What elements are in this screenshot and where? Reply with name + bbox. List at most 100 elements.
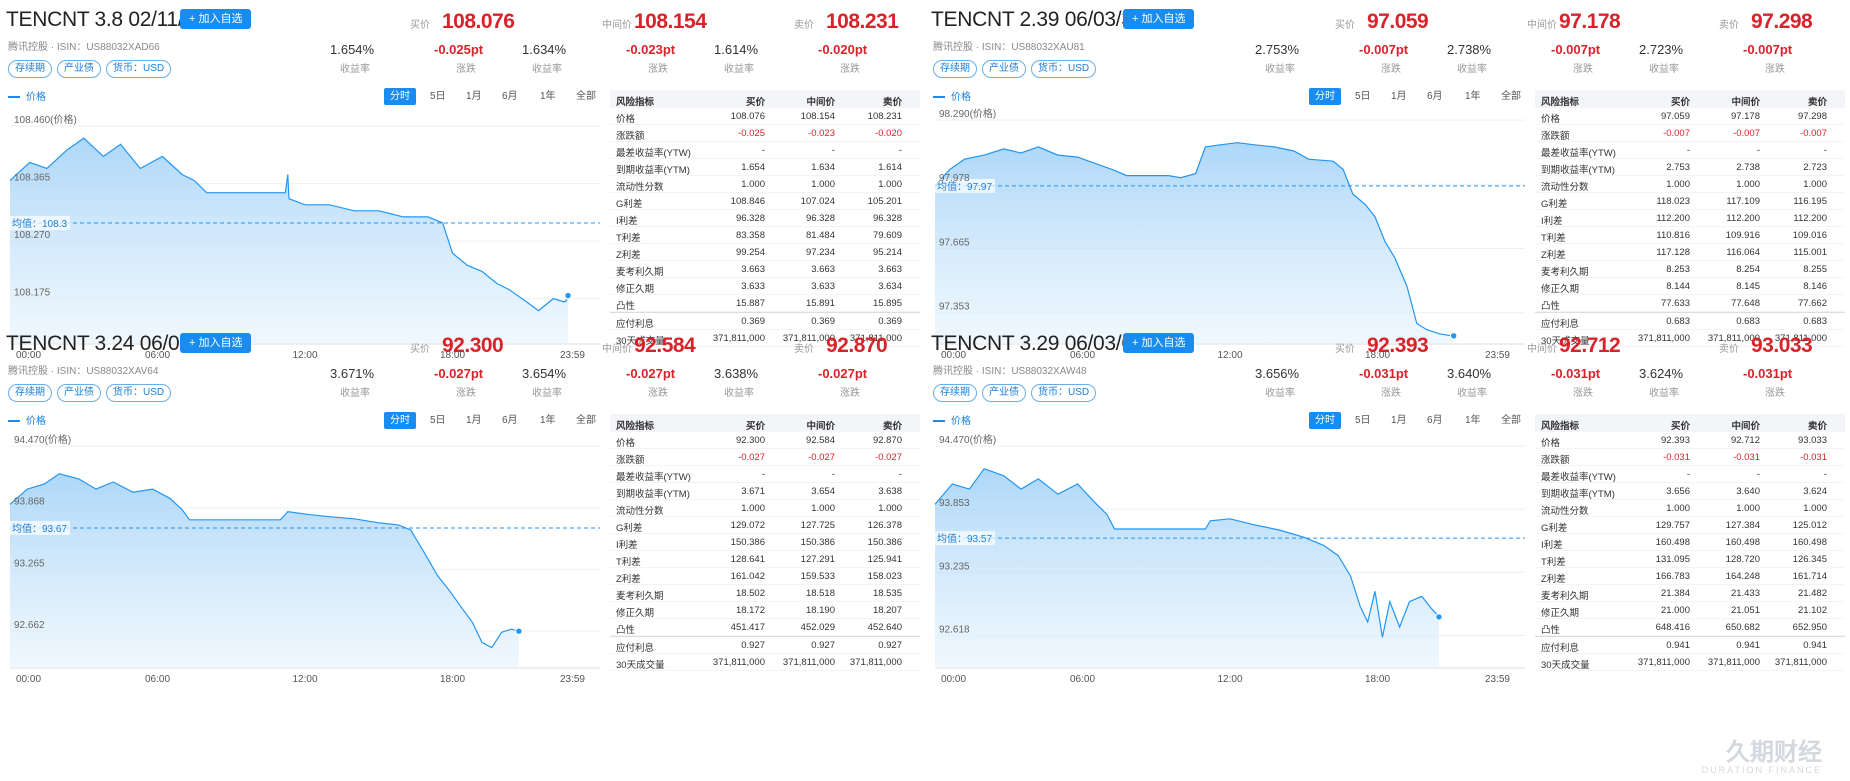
metric-label: 修正久期: [616, 608, 655, 619]
legend-label: 价格: [26, 416, 46, 427]
tab-range[interactable]: 分时: [1309, 88, 1341, 105]
table-row: 应付利息 0.369 0.369 0.369: [610, 312, 920, 330]
column-header: 买价: [745, 421, 765, 432]
tab-range[interactable]: 6月: [1427, 415, 1443, 426]
tab-range[interactable]: 分时: [1309, 412, 1341, 429]
metric-value: 150.386: [867, 537, 902, 548]
metric-label: 到期收益率(YTM): [1541, 489, 1615, 500]
metric-value: -: [1756, 145, 1760, 156]
metric-label: 凸性: [1541, 625, 1561, 636]
table-row: 凸性 15.887 15.891 15.895: [610, 295, 920, 312]
change-label: 涨跌: [1573, 64, 1593, 75]
add-watchlist-button[interactable]: + 加入自选: [180, 333, 252, 353]
metric-value: 3.654: [811, 486, 835, 497]
metric-value: 8.255: [1803, 264, 1827, 275]
table-row: 30天成交量 371,811,000 371,811,000 371,811,000: [610, 654, 920, 671]
tab-range[interactable]: 6月: [502, 415, 518, 426]
tab-range[interactable]: 5日: [1355, 91, 1371, 102]
tab-range[interactable]: 全部: [576, 91, 596, 102]
average-label-bg: [8, 520, 70, 535]
quote-yield: 2.753%: [1255, 42, 1300, 57]
tab-range[interactable]: 1年: [540, 415, 556, 426]
metric-value: -: [761, 469, 765, 480]
metric-value: 652.950: [1792, 622, 1827, 633]
quote-bid: 买价 108.076 1.654% 收益率 -0.025pt 涨跌: [330, 10, 570, 76]
metric-label: T利差: [616, 557, 641, 568]
quote-price: 92.393: [1367, 334, 1429, 357]
tab-range[interactable]: 1年: [1465, 415, 1481, 426]
tab-range[interactable]: 1年: [540, 91, 556, 102]
metric-value: 1.000: [1666, 503, 1690, 514]
metric-label: G利差: [1541, 199, 1568, 210]
metric-value: 112.200: [1656, 213, 1690, 224]
metric-value: 116.195: [1793, 196, 1827, 207]
tab-range[interactable]: 5日: [1355, 415, 1371, 426]
metric-value: 452.029: [800, 622, 835, 633]
tab-range[interactable]: 1月: [1391, 415, 1407, 426]
metric-label: 到期收益率(YTM): [616, 489, 690, 500]
add-watchlist-button[interactable]: + 加入自选: [1123, 9, 1195, 29]
change-label: 涨跌: [648, 64, 668, 75]
tag-badge[interactable]: 存续期: [933, 60, 977, 78]
tag-badge[interactable]: 货币：USD: [106, 384, 172, 402]
metric-value: 1.000: [1803, 503, 1827, 514]
quote-yield: 2.738%: [1447, 42, 1492, 57]
tag-badge[interactable]: 货币：USD: [106, 60, 172, 78]
quote-ask: 卖价 108.231 1.614% 收益率 -0.020pt 涨跌: [714, 10, 920, 76]
tab-range[interactable]: 5日: [430, 415, 446, 426]
tab-range[interactable]: 1月: [466, 415, 482, 426]
metric-value: 371,811,000: [1707, 657, 1760, 668]
tab-range[interactable]: 6月: [502, 91, 518, 102]
tab-range[interactable]: 5日: [430, 91, 446, 102]
tag-badge[interactable]: 存续期: [8, 60, 52, 78]
metric-value: 21.102: [1797, 605, 1827, 616]
metric-label: G利差: [616, 199, 643, 210]
tag-badge[interactable]: 产业债: [57, 384, 101, 402]
table-row: 涨跌额 -0.007 -0.007 -0.007: [1535, 125, 1845, 142]
quote-yield: 3.638%: [714, 366, 759, 381]
tag-badge[interactable]: 存续期: [8, 384, 52, 402]
metric-value: 160.498: [1725, 537, 1760, 548]
tag-badge[interactable]: 存续期: [933, 384, 977, 402]
tag-list: 存续期 产业债 货币：USD: [933, 382, 1101, 402]
tab-range[interactable]: 1年: [1465, 91, 1481, 102]
metric-value: 108.231: [867, 111, 902, 122]
metric-value: 0.941: [1803, 640, 1827, 651]
tag-badge[interactable]: 产业债: [57, 60, 101, 78]
table-header: 风险指标 买价 中间价 卖价: [1535, 414, 1845, 432]
metric-value: 127.725: [800, 520, 835, 531]
price-chart: 均值：97.97 98.290(价格) 97.978 97.665 97.353 00:0…: [933, 107, 1525, 361]
tab-range[interactable]: 1月: [466, 91, 482, 102]
metric-label: 应付利息: [1541, 643, 1580, 654]
metric-value: 1.000: [741, 179, 765, 190]
table-row: 价格 92.393 92.712 93.033: [1535, 432, 1845, 449]
metric-label: I利差: [1541, 216, 1563, 227]
tab-range[interactable]: 6月: [1427, 91, 1443, 102]
metric-label: 流动性分数: [1541, 506, 1589, 517]
add-watchlist-button[interactable]: + 加入自选: [180, 9, 252, 29]
tab-range[interactable]: 分时: [384, 88, 416, 105]
tag-badge[interactable]: 货币：USD: [1031, 60, 1097, 78]
tab-range[interactable]: 全部: [1501, 415, 1521, 426]
bond-panel: TENCNT 3.24 06/03/50 + 加入自选 腾讯控股 · ISIN：US…: [0, 324, 920, 710]
table-row: G利差 108.846 107.024 105.201: [610, 193, 920, 210]
y-tick-label: 98.290(价格): [939, 107, 996, 120]
tag-badge[interactable]: 产业债: [982, 384, 1026, 402]
metric-value: 108.846: [730, 196, 765, 207]
tab-range[interactable]: 全部: [1501, 91, 1521, 102]
tag-badge[interactable]: 产业债: [982, 60, 1026, 78]
table-row: I利差 160.498 160.498 160.498: [1535, 534, 1845, 551]
change-label: 涨跌: [1573, 388, 1593, 399]
table-row: 到期收益率(YTM) 3.656 3.640 3.624: [1535, 483, 1845, 500]
table-row: 涨跌额 -0.031 -0.031 -0.031: [1535, 449, 1845, 466]
table-row: T利差 128.641 127.291 125.941: [610, 551, 920, 568]
quote-change: -0.025pt: [434, 42, 484, 57]
tab-range[interactable]: 1月: [1391, 91, 1407, 102]
tag-badge[interactable]: 货币：USD: [1031, 384, 1097, 402]
quote-bid: 买价 92.393 3.656% 收益率 -0.031pt 涨跌: [1255, 334, 1495, 400]
metric-value: 97.178: [1730, 111, 1760, 122]
metric-value: 127.384: [1725, 520, 1760, 531]
tab-range[interactable]: 全部: [576, 415, 596, 426]
tab-range[interactable]: 分时: [384, 412, 416, 429]
add-watchlist-button[interactable]: + 加入自选: [1123, 333, 1195, 353]
